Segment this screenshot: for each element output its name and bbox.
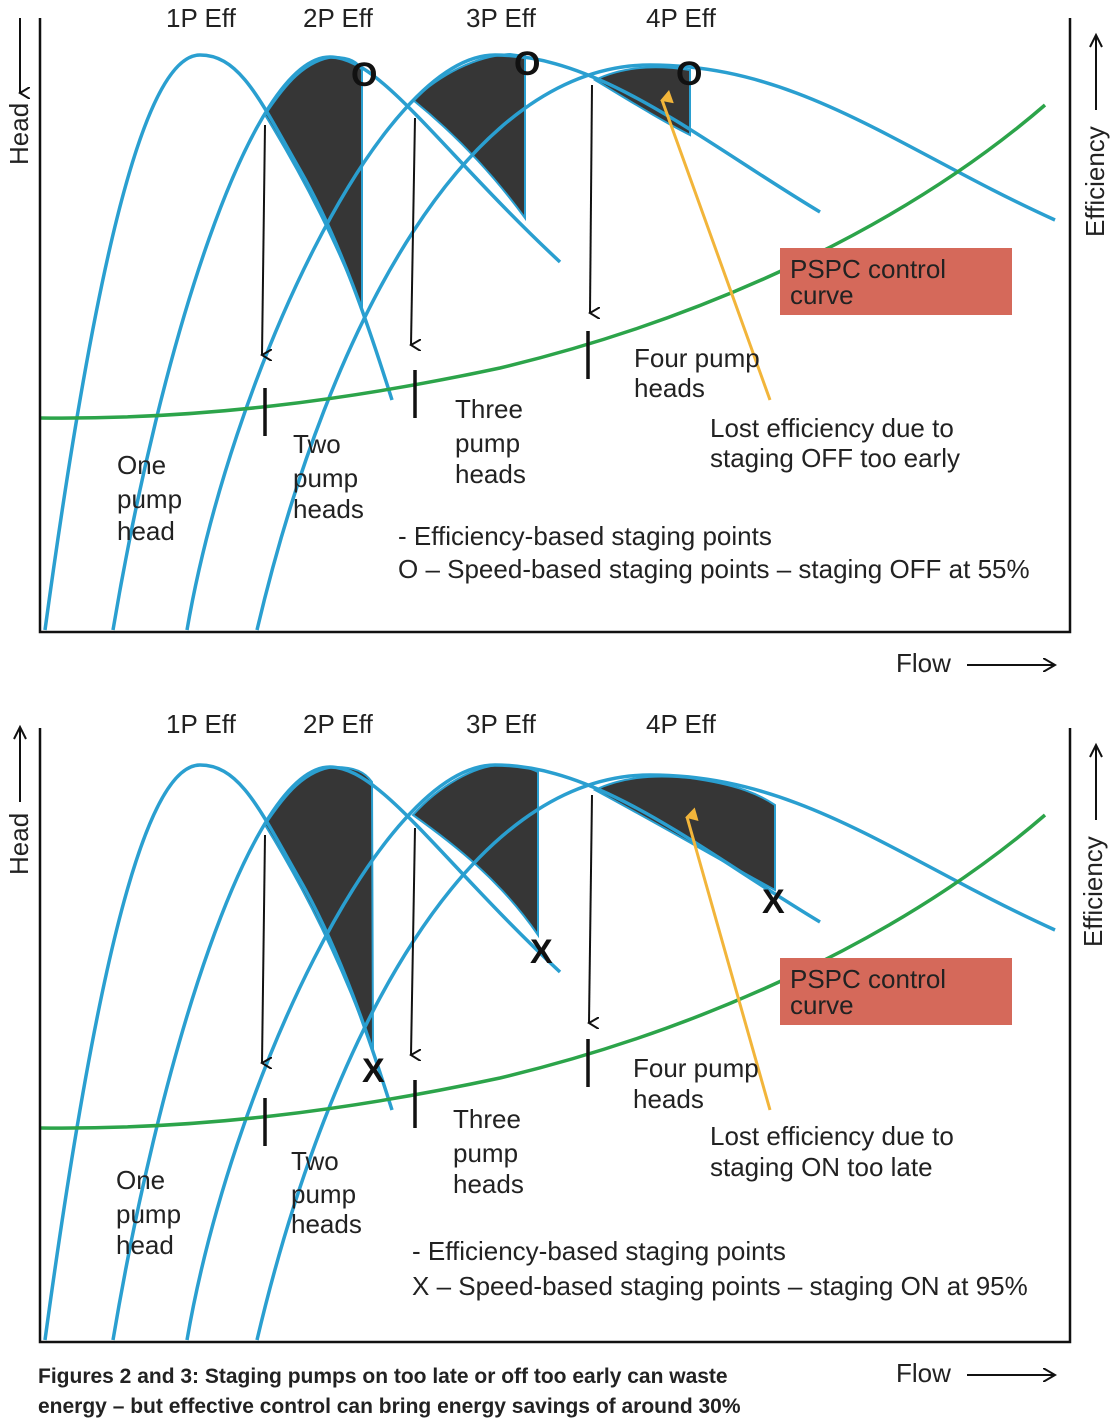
three-pump-label: pump (453, 1138, 518, 1168)
eff-label-1p: 1P Eff (166, 709, 237, 739)
speed-staging-point-2: O (514, 45, 540, 83)
one-pump-label: One (117, 450, 166, 480)
lost-efficiency-label: staging ON too late (710, 1152, 933, 1182)
efficiency-axis-label: Efficiency (1080, 126, 1110, 237)
four-pump-label: Four pump (634, 343, 760, 373)
two-pump-label: pump (293, 463, 358, 493)
one-pump-label: pump (116, 1199, 181, 1229)
caption-line-1: Figures 2 and 3: Staging pumps on too la… (38, 1365, 728, 1388)
lost-efficiency-label: staging OFF too early (710, 443, 960, 473)
three-pump-label: Three (453, 1104, 521, 1134)
3p-curve (185, 763, 821, 1341)
pspc-control-curve (39, 813, 1047, 1130)
left-axis (38, 728, 1072, 1344)
three-pump-label: Three (455, 394, 523, 424)
staging-arrow-2 (411, 117, 415, 345)
speed-staging-point-3: X (762, 883, 785, 921)
lost-efficiency-label: Lost efficiency due to (710, 413, 954, 443)
1p-curve (43, 53, 394, 631)
one-pump-label: head (117, 516, 175, 546)
head-arrowhead-icon (13, 724, 27, 740)
staging-arrow-3 (589, 794, 592, 1023)
four-pump-label: Four pump (633, 1053, 759, 1083)
efficiency-axis-label: Efficiency (1078, 836, 1108, 947)
head-axis-label: Head (4, 103, 34, 165)
4p-curve (255, 63, 1056, 631)
three-pump-label: pump (455, 428, 520, 458)
one-pump-label: head (116, 1230, 174, 1260)
eff-label-3p: 3P Eff (466, 3, 537, 33)
figure-3-panel: Head Efficiency Flow 1P Eff 2P Eff 3P Ef… (4, 709, 1108, 1388)
three-pump-label: heads (453, 1169, 524, 1199)
flow-axis-label: Flow (896, 1358, 951, 1388)
lost-efficiency-label: Lost efficiency due to (710, 1121, 954, 1151)
eff-label-4p: 4P Eff (646, 709, 717, 739)
speed-staging-point-1: O (351, 56, 377, 94)
eff-label-4p: 4P Eff (646, 3, 717, 33)
pspc-label-2: curve (790, 990, 854, 1020)
pspc-box (780, 958, 1012, 1025)
3p-curve (185, 53, 821, 631)
pspc-label-1: PSPC control (790, 254, 946, 284)
staging-arrow-3 (590, 84, 592, 313)
two-pump-label: Two (293, 429, 341, 459)
2p-curve (111, 765, 562, 1341)
legend-speed-based: O – Speed-based staging points – staging… (398, 554, 1030, 584)
lost-efficiency-arrow (685, 807, 772, 1111)
lost-efficiency-area-3p (411, 763, 539, 939)
eff-label-1p: 1P Eff (166, 3, 237, 33)
pspc-label-2: curve (790, 280, 854, 310)
staging-arrow-1 (262, 124, 265, 355)
pspc-box (780, 248, 1012, 315)
efficiency-arrowhead-icon (1089, 742, 1103, 758)
pspc-label-1: PSPC control (790, 964, 946, 994)
lost-efficiency-arrow (660, 90, 772, 401)
pspc-control-curve (39, 103, 1047, 420)
left-axis (38, 18, 1072, 634)
legend-speed-based: X – Speed-based staging points – staging… (412, 1271, 1028, 1301)
eff-label-2p: 2P Eff (303, 3, 374, 33)
two-pump-label: pump (291, 1179, 356, 1209)
speed-staging-point-1: X (362, 1052, 385, 1090)
two-pump-label: heads (293, 494, 364, 524)
head-axis-label: Head (4, 813, 34, 875)
one-pump-label: pump (117, 484, 182, 514)
efficiency-arrowhead-icon (1089, 32, 1103, 48)
lost-efficiency-area-3p (411, 52, 526, 222)
four-pump-label: heads (634, 373, 705, 403)
three-pump-label: heads (455, 459, 526, 489)
staging-arrow-1 (262, 834, 265, 1063)
figure-2-panel: Head Efficiency Flow 1P Eff 2P Eff 3P Ef… (4, 3, 1110, 678)
eff-label-2p: 2P Eff (303, 709, 374, 739)
one-pump-label: One (116, 1165, 165, 1195)
eff-label-3p: 3P Eff (466, 709, 537, 739)
two-pump-label: heads (291, 1209, 362, 1239)
flow-axis-label: Flow (896, 648, 951, 678)
caption-line-2: energy – but effective control can bring… (38, 1395, 741, 1418)
two-pump-label: Two (291, 1146, 339, 1176)
legend-efficiency-based: - Efficiency-based staging points (412, 1236, 786, 1266)
four-pump-label: heads (633, 1084, 704, 1114)
4p-curve (255, 773, 1056, 1341)
legend-efficiency-based: - Efficiency-based staging points (398, 521, 772, 551)
speed-staging-point-2: X (530, 933, 553, 971)
lost-efficiency-area-4p (592, 775, 776, 892)
staging-arrow-2 (411, 827, 415, 1055)
2p-curve (111, 55, 562, 631)
speed-staging-point-3: O (676, 55, 702, 93)
1p-curve (43, 763, 394, 1341)
